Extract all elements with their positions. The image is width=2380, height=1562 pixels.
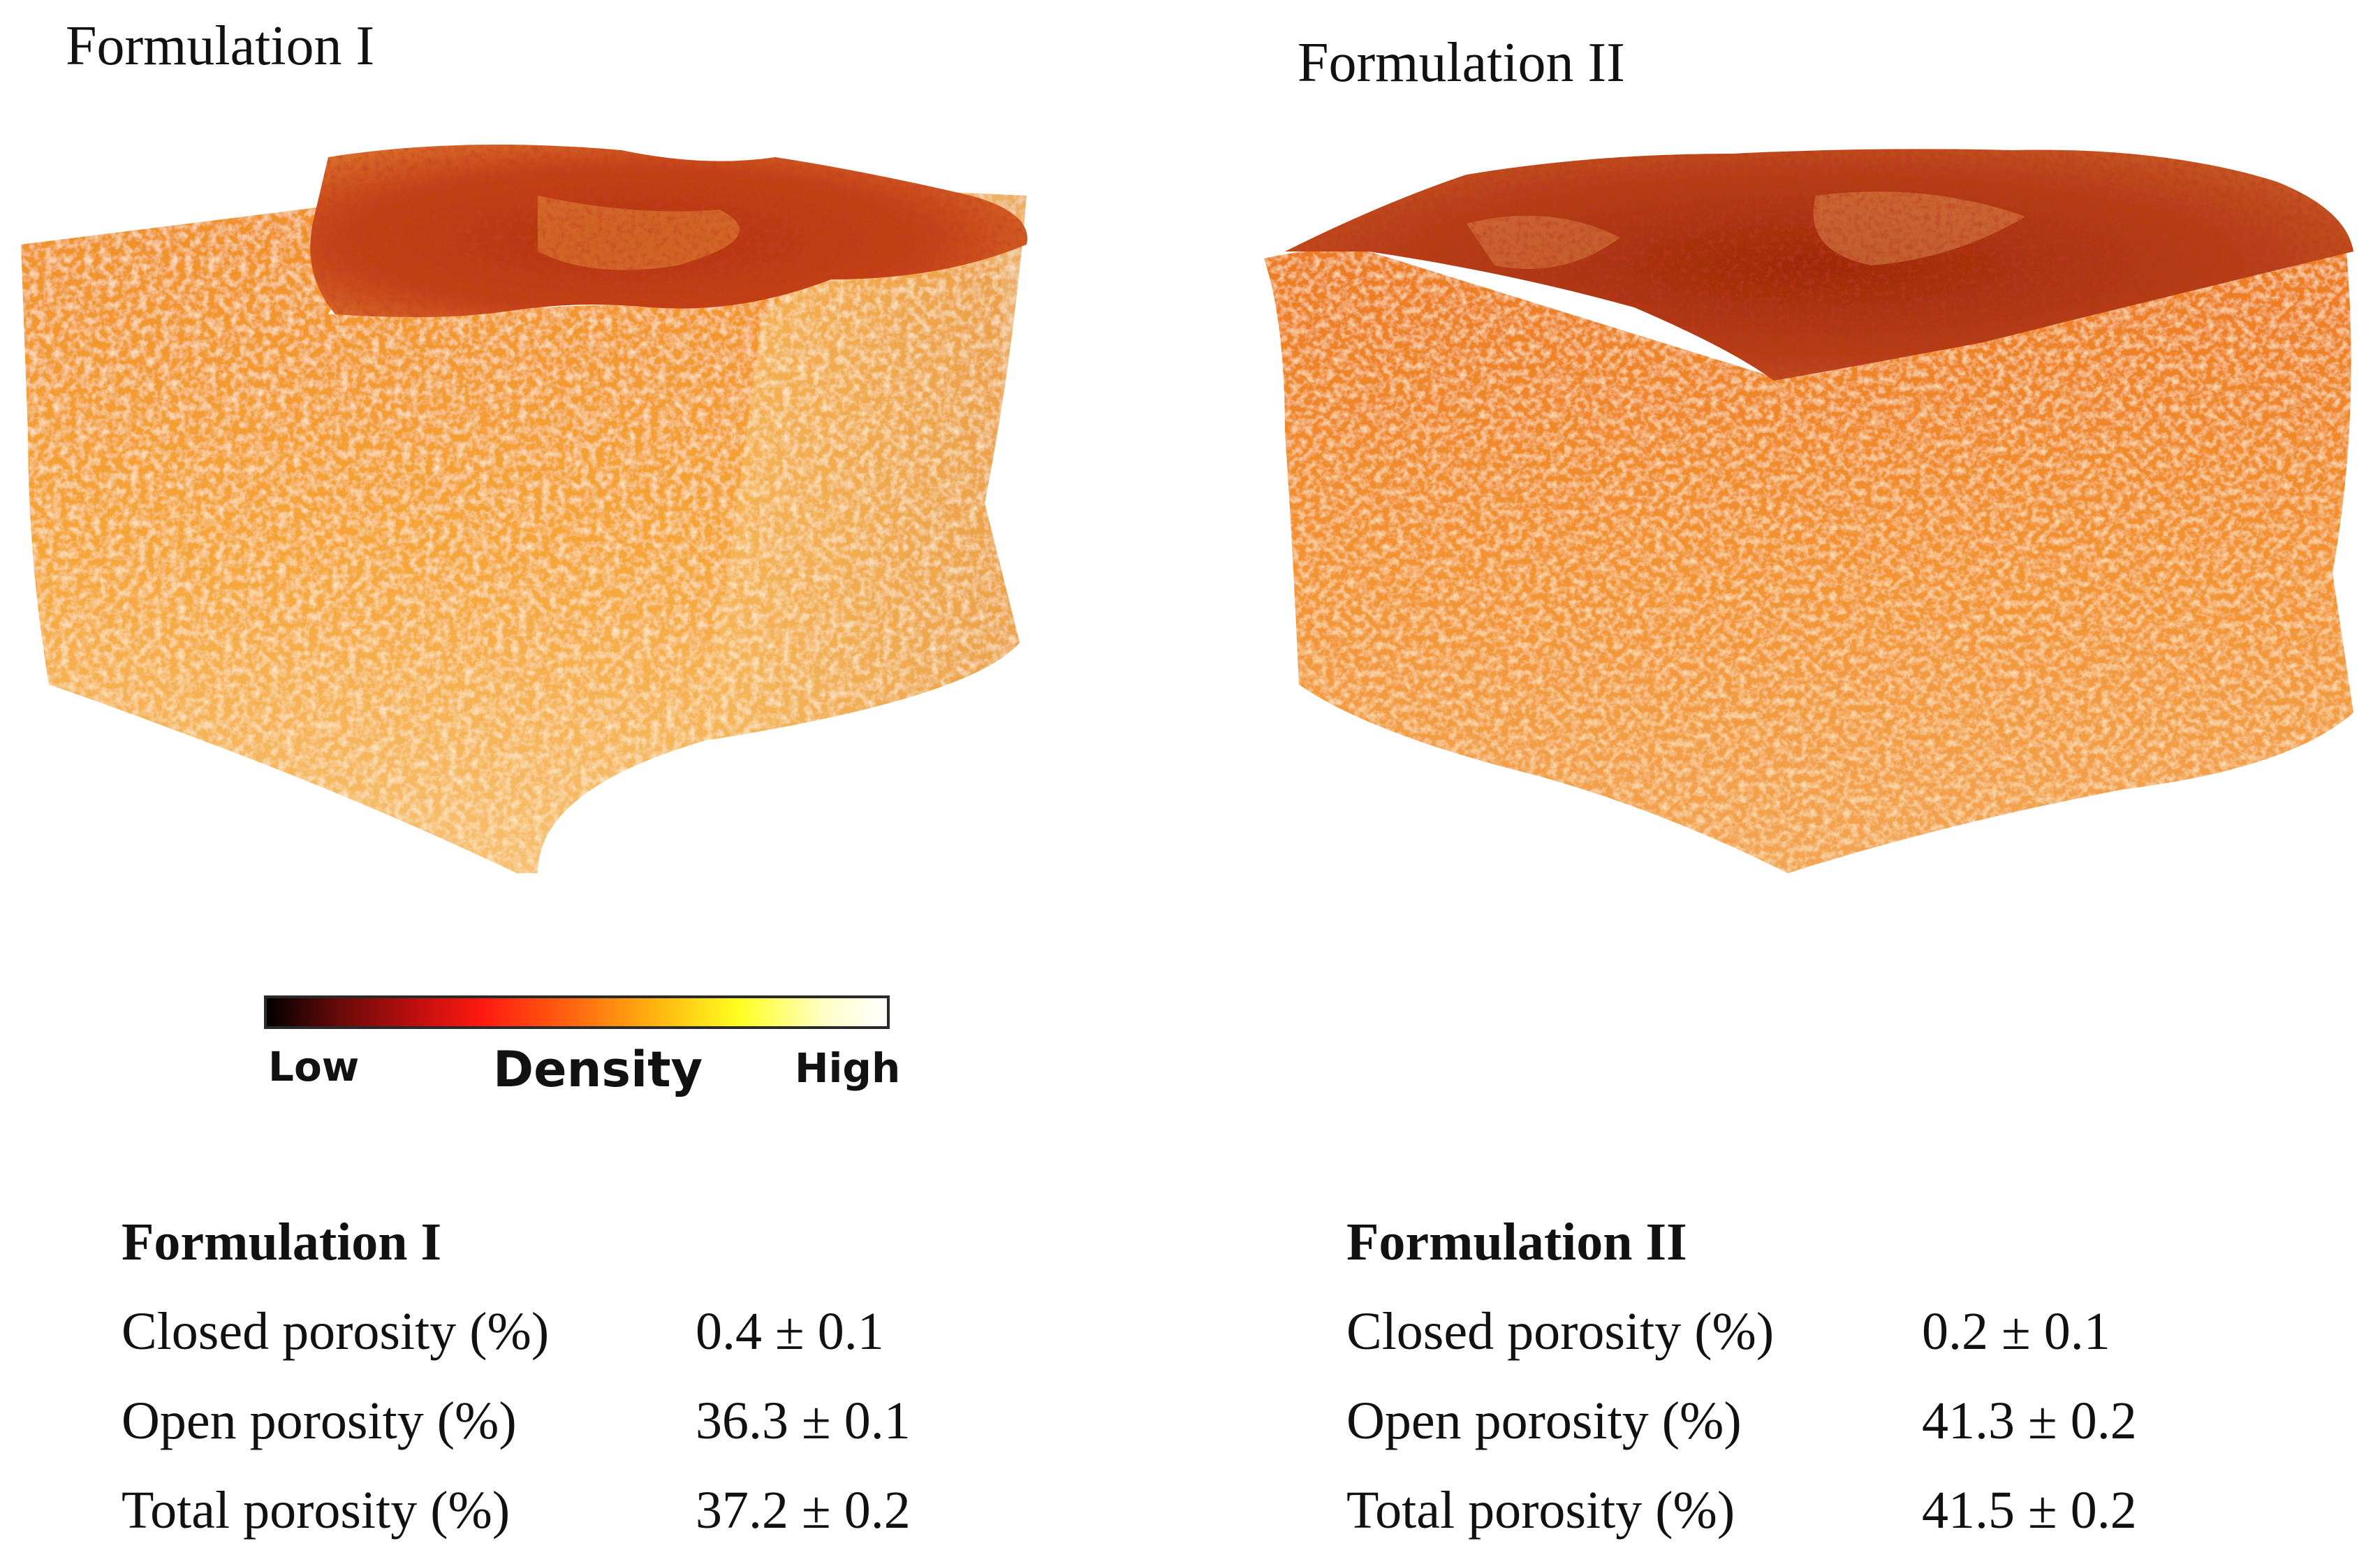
formulation-1-density-render — [21, 145, 1028, 873]
stat-value: 41.3 ± 0.2 — [1922, 1392, 2137, 1450]
formulation-1-title: Formulation I — [66, 15, 375, 77]
stat-value: 36.3 ± 0.1 — [696, 1392, 911, 1450]
formulation-2-top-face — [1285, 149, 2353, 381]
stats-heading: Formulation II — [1346, 1213, 1687, 1271]
stat-label: Open porosity (%) — [122, 1392, 517, 1450]
stat-label: Open porosity (%) — [1346, 1392, 1742, 1450]
stat-label: Total porosity (%) — [122, 1481, 510, 1540]
stat-label: Total porosity (%) — [1346, 1481, 1735, 1540]
stat-value: 0.2 ± 0.1 — [1922, 1302, 2110, 1361]
formulation-2-title: Formulation II — [1298, 32, 1625, 94]
colorbar-density-label: Density — [493, 1041, 703, 1098]
stat-value: 41.5 ± 0.2 — [1922, 1481, 2137, 1540]
colorbar-high-label: High — [795, 1044, 901, 1092]
stat-label: Closed porosity (%) — [1346, 1302, 1775, 1361]
density-colorbar — [264, 995, 890, 1029]
stat-label: Closed porosity (%) — [122, 1302, 550, 1361]
stat-value: 0.4 ± 0.1 — [696, 1302, 884, 1361]
formulation-1-right-face — [705, 189, 1027, 740]
stats-heading: Formulation I — [122, 1213, 442, 1271]
formulation-2-density-render — [1264, 149, 2353, 873]
stat-value: 37.2 ± 0.2 — [696, 1481, 911, 1540]
colorbar-low-label: Low — [268, 1043, 360, 1090]
formulation-2-front-face — [1264, 249, 2353, 873]
